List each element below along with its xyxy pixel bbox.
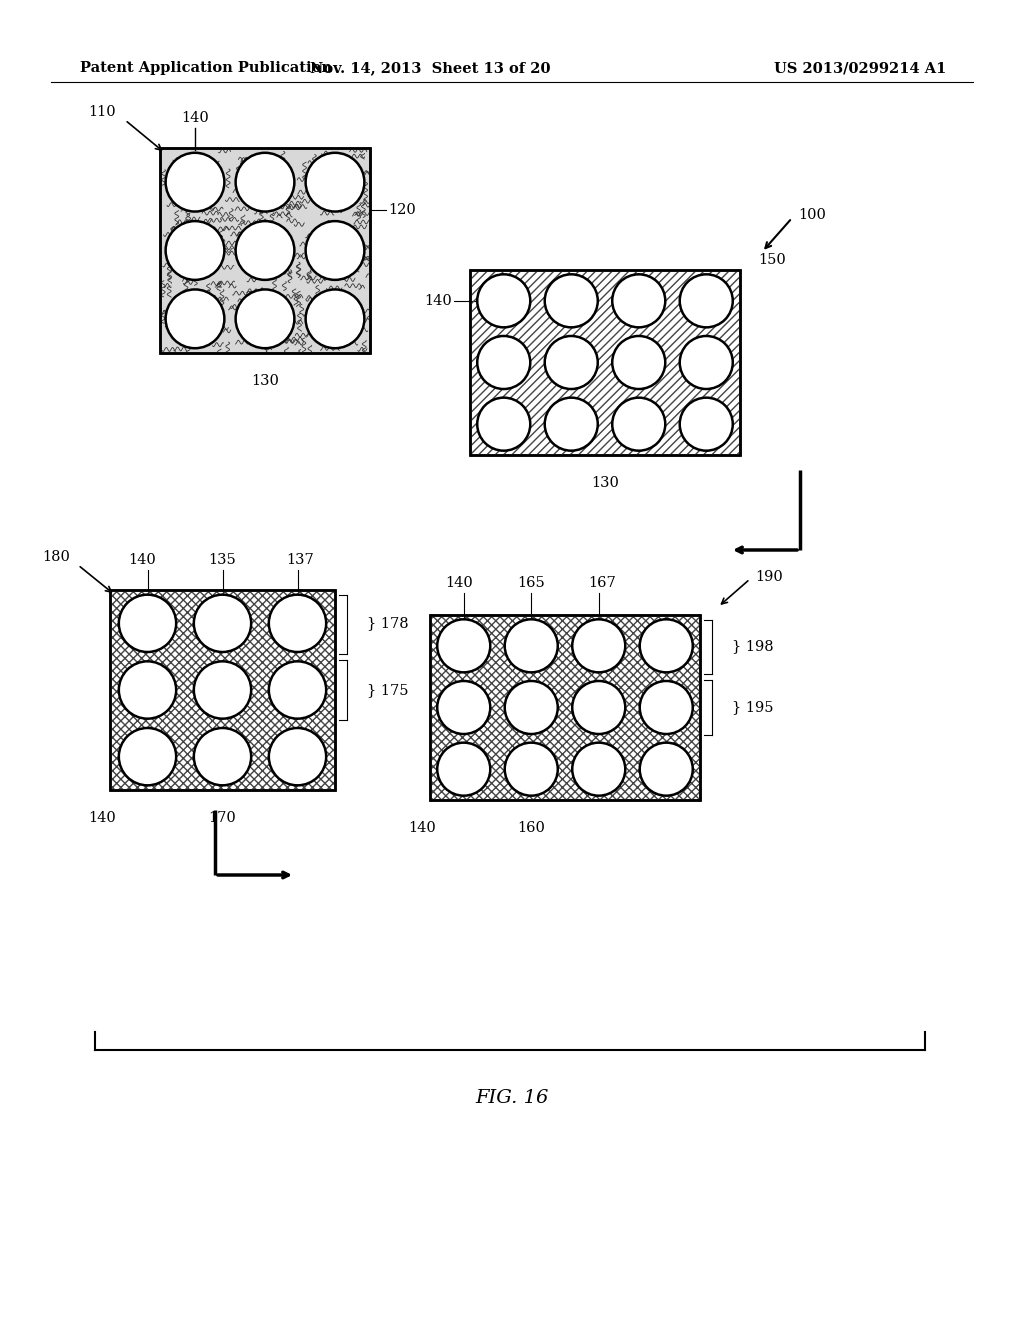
Text: FIG. 16: FIG. 16 [475,1089,549,1107]
Bar [470,271,740,455]
Circle shape [612,397,666,450]
Circle shape [680,275,733,327]
Text: 140: 140 [181,111,209,125]
Text: 120: 120 [388,202,416,216]
Circle shape [194,595,251,652]
Circle shape [166,153,224,211]
Text: 165: 165 [517,576,545,590]
Text: 140: 140 [444,576,473,590]
Circle shape [305,289,365,348]
Circle shape [477,275,530,327]
Circle shape [437,619,490,672]
Circle shape [437,681,490,734]
Text: } 178: } 178 [367,616,409,631]
Text: } 198: } 198 [732,639,773,653]
Circle shape [640,619,693,672]
Circle shape [269,595,327,652]
Circle shape [166,222,224,280]
Circle shape [545,337,598,389]
Circle shape [477,397,530,450]
Circle shape [269,661,327,718]
Text: 160: 160 [517,821,545,836]
Circle shape [305,222,365,280]
Bar [430,615,700,800]
Text: 100: 100 [798,209,826,222]
Circle shape [194,729,251,785]
Text: 110: 110 [88,106,116,119]
Text: 170: 170 [209,810,237,825]
Text: Nov. 14, 2013  Sheet 13 of 20: Nov. 14, 2013 Sheet 13 of 20 [309,61,550,75]
Circle shape [269,729,327,785]
Text: 140: 140 [424,294,452,308]
Text: 137: 137 [287,553,314,568]
Text: } 195: } 195 [732,701,773,714]
Bar [470,271,740,455]
Bar [430,615,700,800]
Circle shape [545,397,598,450]
Circle shape [640,681,693,734]
Circle shape [119,661,176,718]
Bar [160,148,370,352]
Circle shape [680,337,733,389]
Circle shape [545,275,598,327]
Text: 135: 135 [209,553,237,568]
Circle shape [236,222,294,280]
Text: Patent Application Publication: Patent Application Publication [80,61,332,75]
Circle shape [166,289,224,348]
Circle shape [505,619,558,672]
Bar [160,148,370,352]
Bar [470,271,740,455]
Text: 190: 190 [755,570,782,583]
Text: US 2013/0299214 A1: US 2013/0299214 A1 [774,61,946,75]
Bar [430,615,700,800]
Circle shape [437,743,490,796]
Circle shape [612,275,666,327]
Text: 150: 150 [758,253,785,267]
Text: 140: 140 [409,821,436,836]
Circle shape [572,743,626,796]
Circle shape [119,729,176,785]
Text: 130: 130 [591,477,618,490]
Text: 140: 140 [88,810,116,825]
Text: 180: 180 [42,550,70,564]
Circle shape [572,681,626,734]
Text: 140: 140 [129,553,157,568]
Text: } 175: } 175 [367,682,409,697]
Bar [110,590,335,789]
Circle shape [572,619,626,672]
Circle shape [194,661,251,718]
Bar [110,590,335,789]
Circle shape [119,595,176,652]
Circle shape [477,337,530,389]
Bar [110,590,335,789]
Circle shape [236,289,294,348]
Text: 167: 167 [588,576,615,590]
Circle shape [236,153,294,211]
Circle shape [505,681,558,734]
Circle shape [305,153,365,211]
Circle shape [640,743,693,796]
Text: 130: 130 [251,374,279,388]
Circle shape [505,743,558,796]
Circle shape [680,397,733,450]
Circle shape [612,337,666,389]
